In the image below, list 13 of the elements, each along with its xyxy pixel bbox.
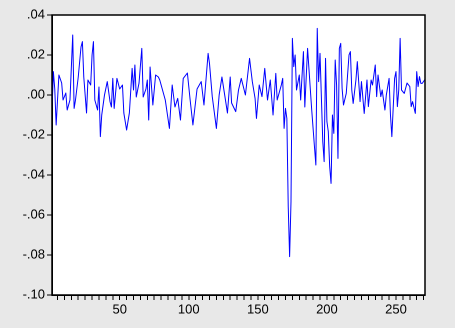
x-tick-label: 150	[246, 301, 269, 316]
y-tick-label: -.02	[22, 126, 45, 142]
x-tick-label: 200	[316, 301, 338, 316]
y-tick-label: .04	[26, 6, 45, 22]
y-tick-label: -.06	[22, 206, 45, 222]
y-tick-label: -.04	[22, 166, 45, 182]
y-tick-label: .02	[26, 46, 45, 62]
y-tick-label: .00	[26, 86, 45, 102]
x-tick-label: 50	[112, 301, 127, 316]
y-tick-label: -.08	[22, 246, 45, 262]
x-tick-label: 100	[178, 301, 200, 316]
y-tick-label: -.10	[22, 286, 45, 302]
x-tick-label: 250	[385, 301, 407, 316]
